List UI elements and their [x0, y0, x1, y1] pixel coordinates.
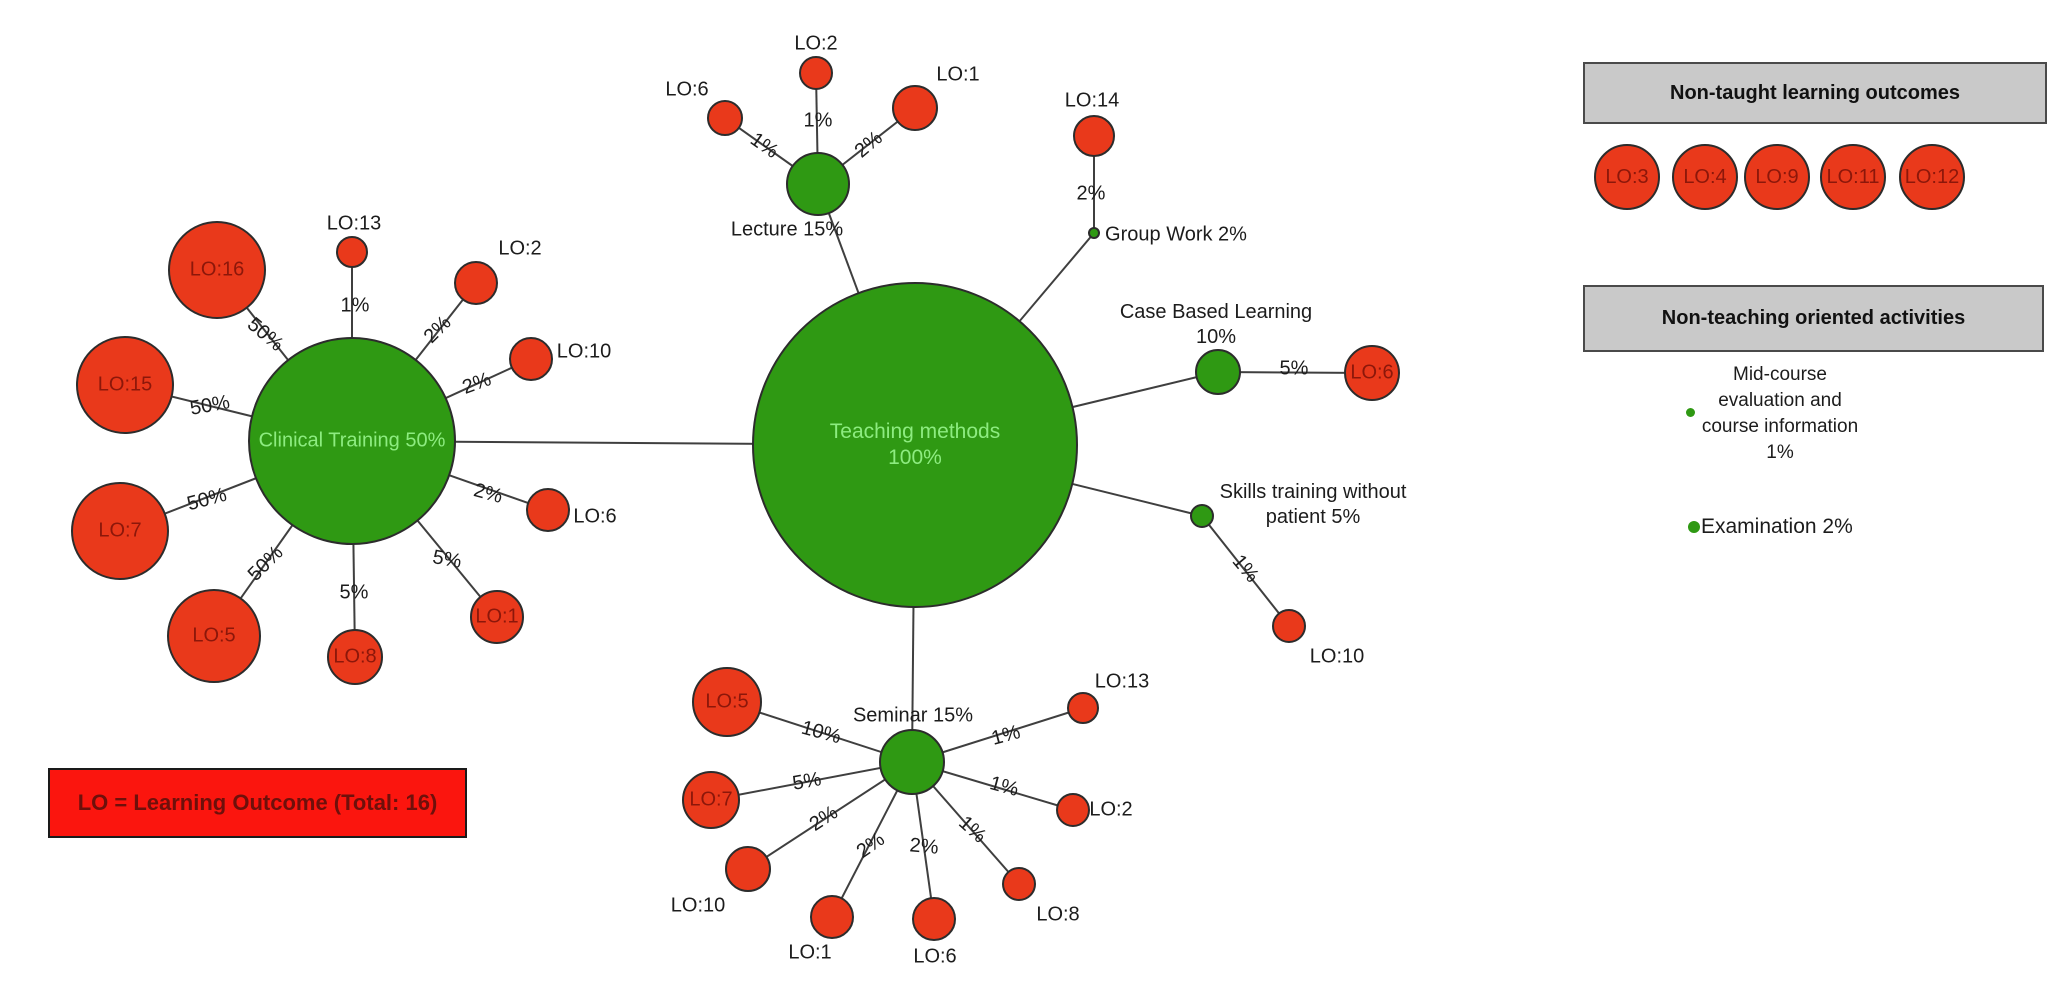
examination-dot-icon [1688, 521, 1700, 533]
node-se_lo6-circle [912, 897, 956, 941]
node-cl_lo13-circle [336, 236, 368, 268]
node-casebased-circle [1195, 349, 1241, 395]
node-lec_lo2-circle [799, 56, 833, 90]
node-lecture-circle [786, 152, 850, 216]
node-se_lo5-circle [692, 667, 762, 737]
node-cl_lo8-circle [327, 629, 383, 685]
legend-non-teaching-box: Non-teaching oriented activities [1583, 285, 2044, 352]
node-se_lo1-circle [810, 895, 854, 939]
examination-label: Examination 2% [1701, 515, 1853, 538]
legend-non-taught-box: Non-taught learning outcomes [1583, 62, 2047, 124]
edge-seminar-se_lo7 [710, 761, 913, 801]
node-se_lo2-circle [1056, 793, 1090, 827]
lo-abbreviation-note-box: LO = Learning Outcome (Total: 16) [48, 768, 467, 838]
legend-non-taught-title: Non-taught learning outcomes [1670, 81, 1960, 104]
lo-abbreviation-note-text: LO = Learning Outcome (Total: 16) [77, 790, 438, 815]
node-se_lo13-circle [1067, 692, 1099, 724]
node-se_lo8-circle [1002, 867, 1036, 901]
node-cl_lo16-circle [168, 221, 266, 319]
node-gw_lo14-circle [1073, 115, 1115, 157]
node-lec_lo1-circle [892, 85, 938, 131]
edge-skills-sk_lo10 [1201, 515, 1290, 627]
node-cl_lo1-circle [470, 590, 524, 644]
node-groupwork-circle [1088, 227, 1100, 239]
node-cl_lo10-circle [509, 337, 553, 381]
midcourse-evaluation-dot-icon [1686, 408, 1695, 417]
legend-outcome-LO-11: LO:11 [1820, 144, 1886, 210]
node-seminar-circle [879, 729, 945, 795]
node-se_lo7-circle [682, 771, 740, 829]
node-cl_lo6-circle [526, 488, 570, 532]
legend-outcome-LO-9: LO:9 [1744, 144, 1810, 210]
node-sk_lo10-circle [1272, 609, 1306, 643]
node-skills-circle [1190, 504, 1214, 528]
node-clinical-circle [248, 337, 456, 545]
legend-outcome-LO-4: LO:4 [1672, 144, 1738, 210]
midcourse-evaluation-label: Mid-course evaluation and course informa… [1701, 364, 1859, 463]
node-cl_lo5-circle [167, 589, 261, 683]
node-cl_lo7-circle [71, 482, 169, 580]
node-lec_lo6-circle [707, 100, 743, 136]
legend-outcome-LO-12: LO:12 [1899, 144, 1965, 210]
legend-non-teaching-title: Non-teaching oriented activities [1661, 307, 1966, 329]
node-cl_lo2-circle [454, 261, 498, 305]
legend-outcome-LO-3: LO:3 [1594, 144, 1660, 210]
node-teaching-circle [752, 282, 1078, 608]
node-cb_lo6-circle [1344, 345, 1400, 401]
node-se_lo10-circle [725, 846, 771, 892]
node-cl_lo15-circle [76, 336, 174, 434]
